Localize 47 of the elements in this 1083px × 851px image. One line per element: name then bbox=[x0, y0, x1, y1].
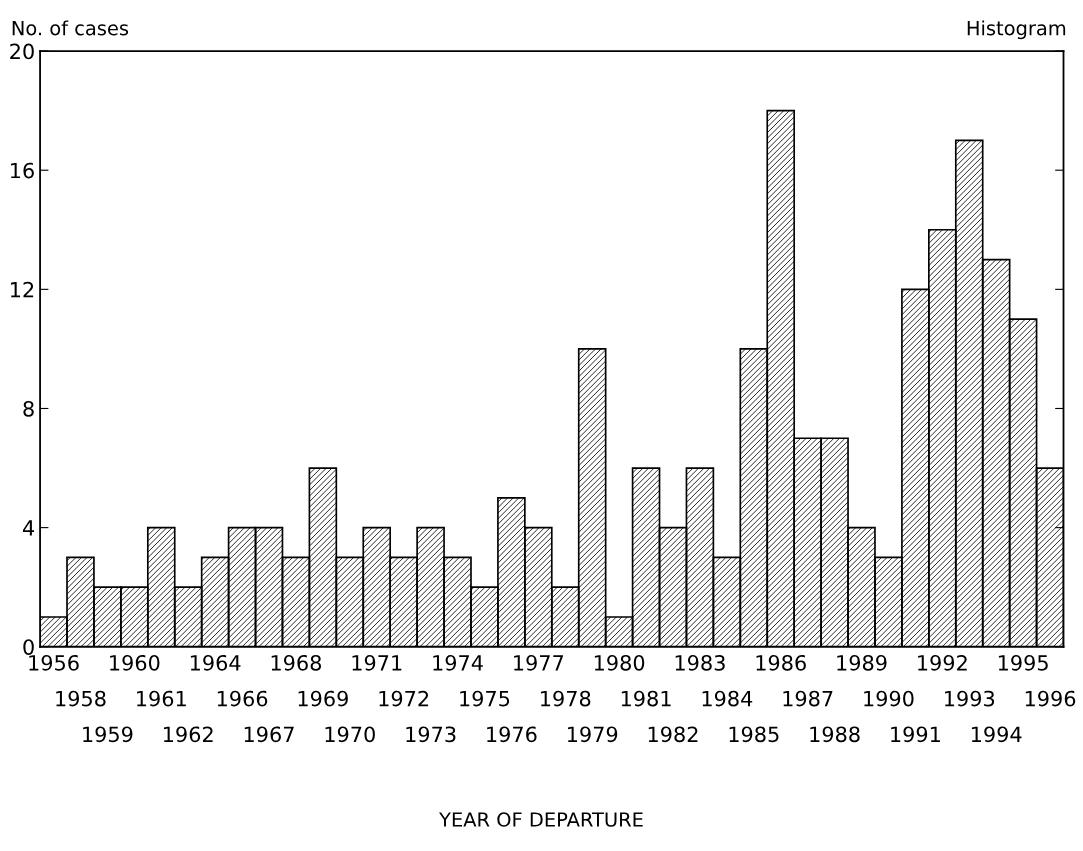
x-tick-label: 1958 bbox=[56, 690, 106, 707]
x-tick-label: 1986 bbox=[756, 654, 806, 671]
y-tick-label: 20 bbox=[10, 43, 34, 60]
x-tick-label: 1960 bbox=[110, 654, 160, 671]
x-tick-label: 1989 bbox=[837, 654, 887, 671]
x-tick-label: 1977 bbox=[514, 654, 564, 671]
x-tick-label: 1974 bbox=[433, 654, 483, 671]
x-tick-label: 1978 bbox=[541, 690, 591, 707]
x-tick-label: 1966 bbox=[217, 690, 268, 707]
x-tick-label: 1959 bbox=[83, 726, 133, 743]
x-tick-label: 1972 bbox=[379, 690, 429, 707]
x-tick-label: 1968 bbox=[271, 654, 322, 671]
x-tick-label: 1970 bbox=[325, 726, 375, 743]
y-axis-title: No. of cases bbox=[12, 20, 129, 36]
x-tick-label: 1988 bbox=[810, 726, 860, 743]
x-tick-label: 1995 bbox=[998, 654, 1048, 671]
x-tick-label: 1985 bbox=[729, 726, 779, 743]
x-tick-label: 1967 bbox=[244, 726, 294, 743]
y-tick-label: 4 bbox=[22, 520, 35, 536]
y-tick-label: 12 bbox=[10, 281, 34, 298]
y-tick-label: 0 bbox=[23, 639, 34, 655]
x-tick-label: 1992 bbox=[918, 654, 967, 671]
x-tick-label: 1996 bbox=[1025, 690, 1076, 707]
x-tick-label: 1980 bbox=[594, 654, 645, 671]
x-tick-label: 1961 bbox=[137, 690, 186, 707]
x-tick-label: 1983 bbox=[675, 654, 725, 671]
x-axis-title: YEAR OF DEPARTURE bbox=[439, 812, 643, 827]
x-tick-label: 1984 bbox=[702, 690, 753, 707]
x-tick-label: 1976 bbox=[487, 726, 537, 743]
x-tick-label: 1990 bbox=[864, 690, 914, 707]
x-tick-label: 1973 bbox=[406, 726, 456, 743]
x-tick-label: 1962 bbox=[163, 726, 213, 743]
chart-title: Histogram bbox=[967, 20, 1066, 40]
x-tick-label: 1991 bbox=[891, 726, 940, 743]
x-tick-label: 1982 bbox=[648, 726, 698, 743]
y-tick-label: 16 bbox=[10, 162, 34, 179]
x-tick-label: 1975 bbox=[460, 690, 510, 707]
x-tick-label: 1987 bbox=[783, 690, 833, 707]
x-tick-label: 1969 bbox=[298, 690, 348, 707]
x-tick-label: 1981 bbox=[621, 690, 671, 707]
x-tick-label: 1971 bbox=[352, 654, 402, 671]
x-tick-label: 1964 bbox=[190, 654, 241, 671]
x-tick-label: 1994 bbox=[971, 726, 1022, 743]
x-tick-label: 1956 bbox=[29, 654, 79, 671]
x-tick-label: 1993 bbox=[945, 690, 995, 707]
x-tick-label: 1979 bbox=[567, 726, 618, 743]
y-tick-label: 8 bbox=[23, 400, 34, 417]
